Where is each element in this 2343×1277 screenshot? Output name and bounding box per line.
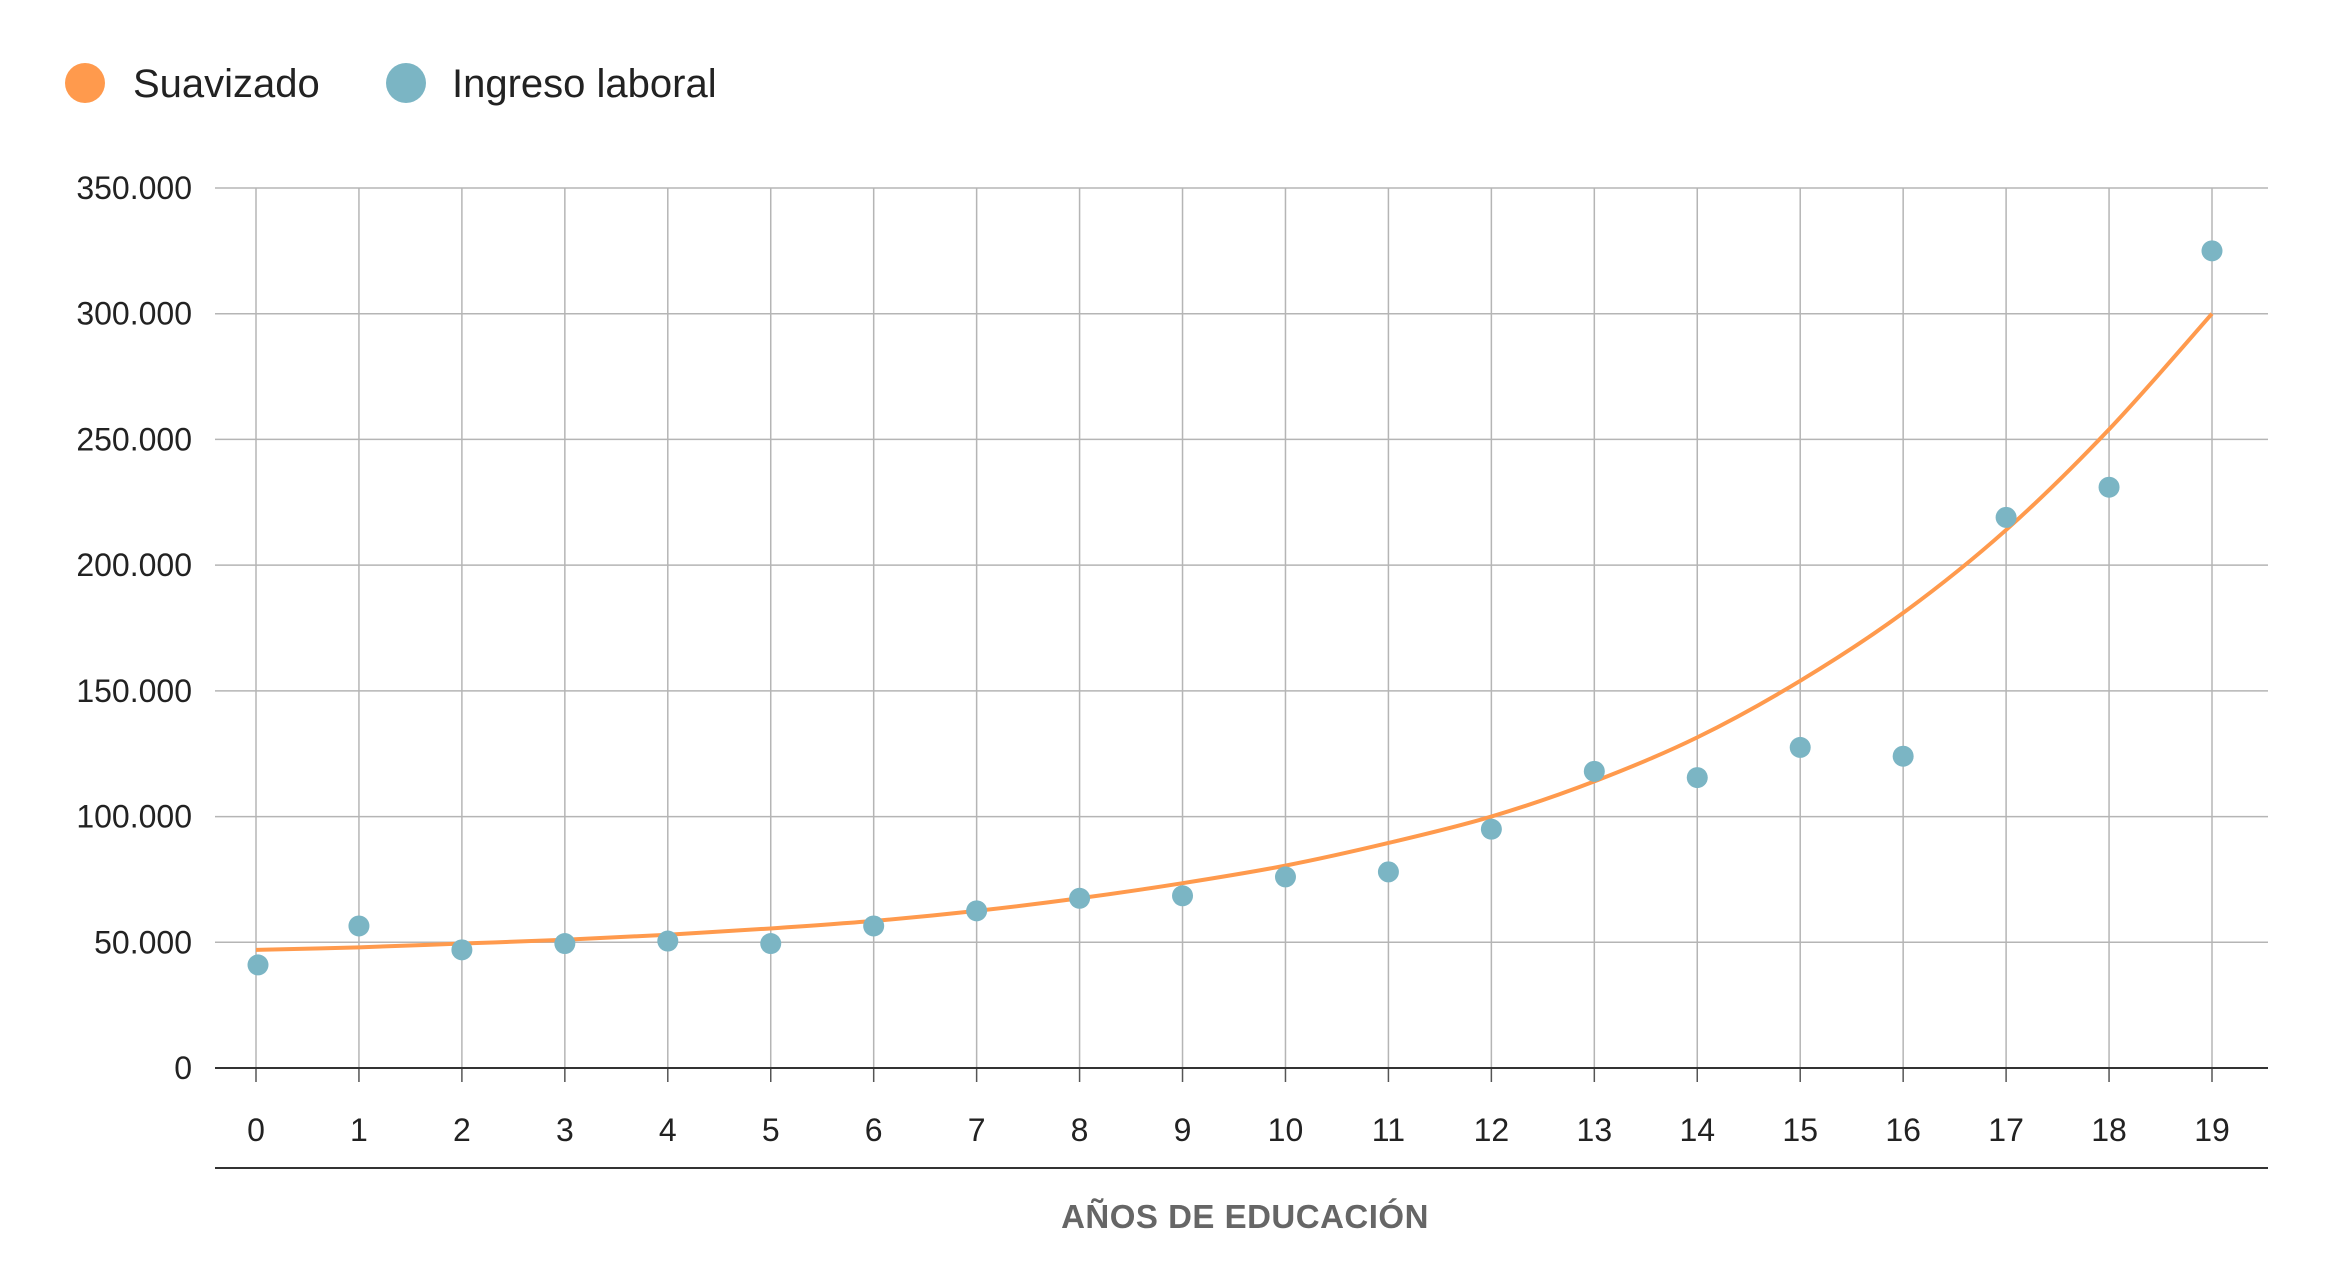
ingreso-laboral-point <box>1274 866 1296 888</box>
y-tick-label: 300.000 <box>76 296 192 332</box>
x-tick-label: 16 <box>1885 1112 1921 1148</box>
ingreso-laboral-point <box>2201 240 2223 262</box>
x-tick-label: 19 <box>2194 1112 2230 1148</box>
y-tick-label: 350.000 <box>76 170 192 206</box>
x-tick-label: 2 <box>453 1112 471 1148</box>
x-tick-label: 11 <box>1372 1112 1405 1148</box>
legend-label: Ingreso laboral <box>452 62 717 106</box>
x-tick-label: 8 <box>1071 1112 1089 1148</box>
x-tick-label: 14 <box>1679 1112 1715 1148</box>
x-tick-label: 12 <box>1474 1112 1510 1148</box>
y-tick-label: 250.000 <box>76 421 192 457</box>
ingreso-laboral-point <box>760 933 782 955</box>
ingreso-laboral-point <box>348 915 370 937</box>
legend: Suavizado Ingreso laboral <box>65 62 717 106</box>
series-suavizado <box>255 312 2214 952</box>
x-tick-label: 6 <box>865 1112 883 1148</box>
ingreso-laboral-point <box>1686 767 1708 789</box>
x-tick-label: 1 <box>350 1112 368 1148</box>
x-tick-label: 15 <box>1782 1112 1818 1148</box>
x-axis-title: AÑOS DE EDUCACIÓN <box>1061 1198 1429 1235</box>
ingreso-laboral-point <box>1892 745 1914 767</box>
ingreso-laboral-point <box>451 939 473 961</box>
x-tick-label: 9 <box>1174 1112 1192 1148</box>
ingreso-laboral-point <box>1789 736 1811 758</box>
axes: 0 50.000 100.000 150.000 200.000 250.000 300.0… <box>76 170 2268 1169</box>
x-tick-label: 18 <box>2091 1112 2127 1148</box>
legend-swatch <box>65 63 105 103</box>
legend-swatch <box>386 63 426 103</box>
ingreso-laboral-point <box>1480 818 1502 840</box>
ingreso-laboral-point <box>966 900 988 922</box>
ingreso-laboral-point <box>1172 885 1194 907</box>
ingreso-laboral-point <box>657 930 679 952</box>
x-tick-label: 3 <box>556 1112 574 1148</box>
ingreso-laboral-point <box>1069 887 1091 909</box>
y-tick-label: 150.000 <box>76 673 192 709</box>
ingreso-laboral-point <box>554 933 576 955</box>
ingreso-laboral-point <box>1377 861 1399 883</box>
ingreso-laboral-point <box>2098 476 2120 498</box>
series-ingreso-laboral <box>247 240 2223 976</box>
ingreso-laboral-point <box>1583 760 1605 782</box>
x-tick-label: 7 <box>968 1112 986 1148</box>
x-tick-label: 17 <box>1988 1112 2024 1148</box>
grid-lines <box>215 187 2268 1068</box>
y-tick-label: 0 <box>174 1050 192 1086</box>
x-tick-label: 4 <box>659 1112 677 1148</box>
x-tick-label: 5 <box>762 1112 780 1148</box>
y-tick-label: 100.000 <box>76 799 192 835</box>
y-tick-label: 50.000 <box>94 924 192 960</box>
ingreso-laboral-point <box>247 954 269 976</box>
legend-label: Suavizado <box>133 62 320 106</box>
ingreso-laboral-point <box>1995 506 2017 528</box>
ingreso-laboral-point <box>863 915 885 937</box>
x-tick-label: 0 <box>247 1112 265 1148</box>
y-tick-label: 200.000 <box>76 547 192 583</box>
x-tick-label: 13 <box>1577 1112 1613 1148</box>
suavizado-line <box>255 312 2214 952</box>
x-tick-label: 10 <box>1268 1112 1304 1148</box>
